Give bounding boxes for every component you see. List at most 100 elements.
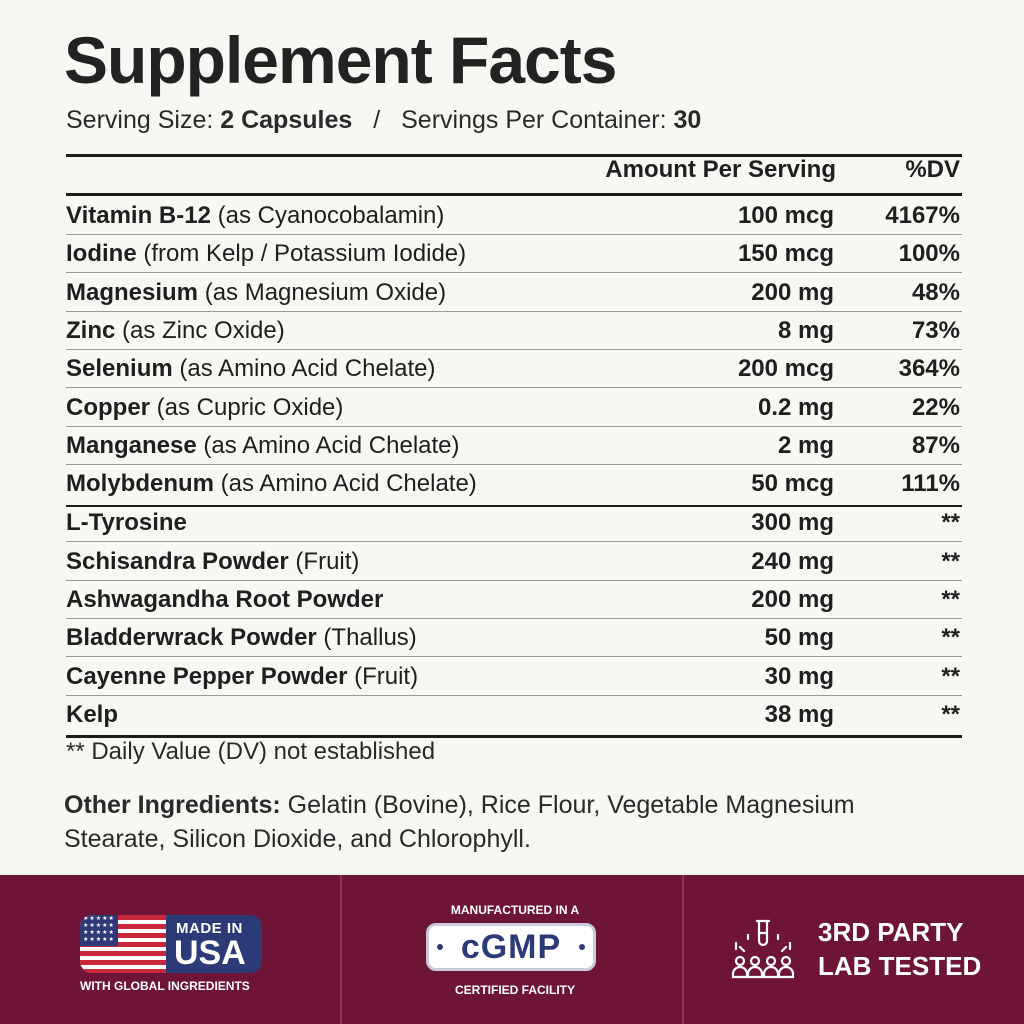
badge-divider [682, 875, 684, 1024]
nutrient-percent-dv: ** [941, 586, 960, 613]
dot-icon [437, 944, 443, 950]
other-ingredients-label: Other Ingredients: [64, 791, 281, 819]
badge-divider [340, 875, 342, 1024]
table-row: Kelp 38 mg ** [66, 696, 962, 733]
serving-separator: / [373, 106, 381, 134]
nutrient-percent-dv: 48% [911, 278, 960, 306]
table-row: Copper (as Cupric Oxide) 0.2 mg 22% [66, 389, 962, 427]
nutrient-amount: 30 mg [764, 662, 834, 690]
us-flag-icon: ★★★★★★★★★★★★★★★★★★★★ [80, 915, 166, 973]
servings-per-container-label: Servings Per Container: [401, 106, 667, 134]
nutrient-source: (Fruit) [288, 547, 360, 575]
serving-size-value: 2 Capsules [220, 106, 353, 134]
cgmp-text: cGMP [460, 928, 562, 966]
nutrient-name: Kelp [66, 700, 119, 728]
nutrient-amount: 0.2 mg [757, 393, 834, 421]
made-in-text: MADE IN [176, 920, 243, 937]
servings-per-container-value: 30 [673, 106, 702, 134]
nutrient-amount: 200 mg [751, 278, 834, 306]
serving-info: Serving Size: 2 Capsules / Servings Per … [66, 106, 701, 135]
nutrient-percent-dv: ** [941, 547, 960, 575]
nutrient-percent-dv: 111% [901, 470, 960, 498]
nutrient-name: Manganese [66, 431, 197, 459]
nutrient-amount: 300 mg [751, 509, 834, 537]
nutrient-source: (as Amino Acid Chelate) [172, 355, 436, 383]
nutrient-source: (Thallus) [316, 624, 417, 652]
nutrient-amount: 8 mg [777, 316, 834, 344]
table-row: Ashwagandha Root Powder 200 mg ** [66, 581, 962, 619]
nutrient-amount: 240 mg [751, 547, 834, 575]
cgmp-badge: MANUFACTURED IN A cGMP CERTIFIED FACILIT… [420, 903, 610, 1003]
table-row: Iodine (from Kelp / Potassium Iodide) 150… [66, 235, 962, 274]
nutrient-name: L-Tyrosine [66, 509, 187, 537]
table-header: Amount Per Serving %DV [66, 156, 962, 192]
lab-tested-text: 3RD PARTY LAB TESTED [818, 915, 981, 983]
lab-line-1: 3RD PARTY [818, 917, 964, 947]
usa-label-box: MADE IN USA [166, 915, 262, 973]
nutrient-source: (as Cyanocobalamin) [210, 202, 445, 229]
nutrient-name: Vitamin B-12 [66, 202, 211, 229]
nutrient-name: Selenium [66, 355, 173, 383]
nutrient-name: Schisandra Powder [66, 547, 289, 575]
nutrient-percent-dv: 22% [911, 393, 960, 421]
nutrient-name: Cayenne Pepper Powder [66, 662, 348, 690]
nutrient-amount: 50 mcg [751, 470, 834, 498]
cgmp-top-text: MANUFACTURED IN A [450, 903, 580, 917]
nutrient-source: (as Amino Acid Chelate) [196, 431, 460, 459]
page-title: Supplement Facts [64, 23, 617, 97]
nutrient-percent-dv: 4167% [885, 202, 960, 229]
lab-tested-badge: 3RD PARTY LAB TESTED [730, 911, 1010, 991]
table-row: L-Tyrosine 300 mg ** [66, 504, 962, 543]
nutrient-name: Ashwagandha Root Powder [66, 586, 384, 613]
table-row: Schisandra Powder (Fruit) 240 mg ** [66, 543, 962, 581]
global-ingredients-caption: WITH GLOBAL INGREDIENTS [80, 979, 250, 993]
nutrient-name: Molybdenum [66, 470, 214, 498]
nutrient-amount: 50 mg [764, 624, 834, 652]
lab-line-2: LAB TESTED [818, 951, 982, 981]
dv-footnote: ** Daily Value (DV) not established [66, 738, 436, 765]
table-row: Zinc (as Zinc Oxide) 8 mg 73% [66, 312, 962, 350]
nutrient-percent-dv: 87% [911, 431, 960, 459]
nutrient-percent-dv: 100% [898, 240, 960, 268]
nutrient-percent-dv: ** [941, 624, 960, 652]
lab-people-icon [731, 919, 795, 979]
nutrient-amount: 200 mg [751, 586, 834, 613]
nutrient-amount: 150 mcg [737, 240, 834, 268]
usa-text: USA [174, 934, 246, 972]
nutrient-percent-dv: ** [941, 509, 960, 537]
table-row: Cayenne Pepper Powder (Fruit) 30 mg ** [66, 658, 962, 696]
table-row: Selenium (as Amino Acid Chelate) 200 mcg 3… [66, 350, 962, 389]
table-row: Molybdenum (as Amino Acid Chelate) 50 mcg… [66, 465, 962, 502]
nutrient-source: (Fruit) [347, 662, 419, 690]
nutrient-percent-dv: ** [941, 700, 960, 728]
table-row: Vitamin B-12 (as Cyanocobalamin) 100 mcg 4… [66, 197, 962, 235]
badge-band: ★★★★★★★★★★★★★★★★★★★★ MADE IN USA WITH GL… [0, 875, 1024, 1024]
made-in-usa-badge: ★★★★★★★★★★★★★★★★★★★★ MADE IN USA WITH GL… [80, 915, 270, 995]
nutrient-amount: 2 mg [777, 431, 834, 459]
nutrient-name: Copper [66, 393, 150, 421]
nutrient-percent-dv: ** [941, 662, 960, 690]
nutrient-source: (as Zinc Oxide) [115, 316, 285, 344]
nutrient-name: Bladderwrack Powder [66, 624, 317, 652]
table-row: Bladderwrack Powder (Thallus) 50 mg ** [66, 619, 962, 658]
nutrient-percent-dv: 364% [898, 355, 960, 383]
section-divider-rule [66, 505, 962, 507]
header-amount-per-serving: Amount Per Serving [605, 156, 836, 183]
other-ingredients: Other Ingredients: Gelatin (Bovine), Ric… [64, 788, 944, 856]
other-ingredients-text: Gelatin (Bovine), Rice Flour, Vegetable … [64, 791, 855, 853]
header-bottom-rule [66, 193, 962, 196]
dot-icon [579, 944, 585, 950]
nutrient-percent-dv: 73% [911, 316, 960, 344]
header-percent-dv: %DV [905, 156, 960, 183]
table-top-rule [66, 154, 962, 157]
serving-size-label: Serving Size: [66, 106, 214, 134]
nutrient-source: (as Amino Acid Chelate) [214, 470, 477, 498]
nutrient-amount: 100 mcg [737, 202, 834, 229]
cgmp-bottom-text: CERTIFIED FACILITY [455, 983, 575, 997]
nutrient-name: Zinc [66, 316, 116, 344]
nutrient-amount: 200 mcg [737, 355, 834, 383]
nutrient-amount: 38 mg [764, 700, 834, 728]
nutrient-source: (from Kelp / Potassium Iodide) [136, 240, 467, 268]
table-bottom-rule [66, 735, 962, 738]
table-row: Magnesium (as Magnesium Oxide) 200 mg 48% [66, 274, 962, 312]
